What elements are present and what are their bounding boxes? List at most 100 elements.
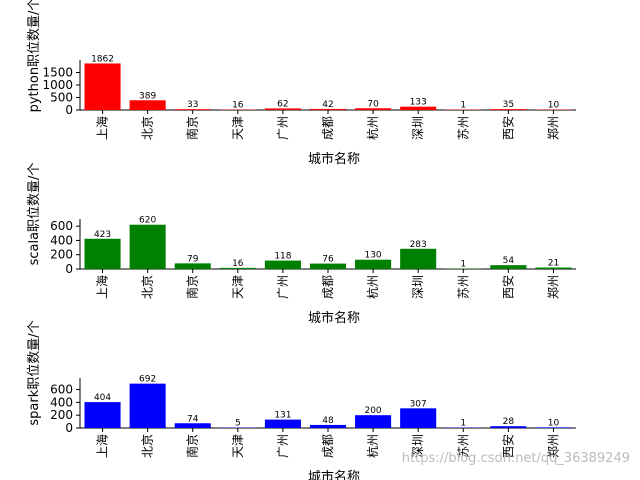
data-label: 620 [139, 216, 156, 226]
y-tick-label: 200 [50, 248, 73, 262]
x-tick-label: 天津 [231, 275, 245, 299]
data-label: 131 [274, 411, 291, 421]
bar-spark [84, 402, 121, 428]
data-label: 54 [503, 256, 515, 266]
x-tick-label: 北京 [141, 116, 155, 140]
y-tick-label: 1000 [42, 78, 73, 92]
x-tick-label: 西安 [500, 116, 515, 140]
y-axis-title: python职位数量/个 [27, 0, 42, 112]
y-tick-label: 1500 [42, 66, 73, 80]
data-label: 200 [364, 406, 381, 416]
x-tick-label: 杭州 [365, 275, 380, 299]
x-tick-label: 苏州 [456, 434, 470, 458]
data-label: 1 [460, 260, 466, 270]
data-label: 28 [503, 417, 515, 427]
x-tick-label: 苏州 [456, 116, 470, 140]
data-label: 118 [274, 252, 291, 262]
x-tick-label: 成都 [321, 275, 335, 299]
bar-python [84, 63, 121, 110]
y-tick-label: 200 [50, 408, 73, 422]
data-label: 692 [139, 375, 156, 385]
x-tick-label: 天津 [231, 116, 245, 140]
x-tick-label: 上海 [95, 116, 110, 140]
data-label: 389 [139, 91, 156, 101]
data-label: 74 [187, 414, 199, 424]
bar-scala [219, 267, 256, 269]
x-tick-label: 北京 [141, 275, 155, 299]
x-tick-label: 深圳 [411, 116, 425, 140]
data-label: 42 [322, 100, 333, 110]
data-label: 10 [548, 101, 560, 111]
y-axis-title: scala职位数量/个 [27, 163, 42, 266]
data-label: 1862 [91, 54, 114, 64]
bar-scala [490, 265, 527, 269]
x-tick-label: 西安 [500, 434, 515, 458]
x-tick-label: 西安 [500, 275, 515, 299]
bar-spark [309, 424, 347, 428]
data-label: 76 [322, 255, 334, 265]
bar-spark [264, 419, 301, 428]
data-label: 79 [187, 254, 199, 264]
x-tick-label: 南京 [185, 275, 200, 299]
x-tick-label: 郑州 [545, 434, 560, 458]
data-label: 283 [410, 240, 427, 250]
x-tick-label: 南京 [185, 434, 200, 458]
data-label: 16 [232, 259, 244, 269]
y-tick-label: 0 [65, 262, 73, 276]
bar-spark [355, 415, 392, 428]
bar-spark [174, 423, 211, 428]
data-label: 48 [322, 416, 334, 426]
y-tick-label: 0 [65, 421, 73, 435]
x-tick-label: 郑州 [545, 275, 560, 299]
data-label: 130 [364, 251, 381, 261]
data-label: 133 [410, 98, 427, 108]
data-label: 35 [503, 100, 514, 110]
watermark-text: https://blog.csdn.net/qq_36389249 [401, 451, 630, 466]
y-tick-label: 600 [50, 383, 73, 397]
data-label: 62 [277, 99, 288, 109]
data-label: 1 [460, 101, 466, 111]
bar-python [129, 100, 166, 110]
bar-scala [129, 224, 166, 269]
x-tick-label: 郑州 [545, 116, 560, 140]
bar-spark [129, 383, 166, 428]
data-label: 423 [94, 230, 111, 240]
bar-scala [174, 263, 211, 269]
data-label: 404 [94, 393, 111, 403]
bar-python [309, 108, 347, 110]
x-tick-label: 天津 [231, 434, 245, 458]
bar-scala [355, 259, 392, 269]
data-label: 1 [460, 419, 466, 429]
bar-scala [84, 238, 121, 269]
data-label: 70 [367, 99, 379, 109]
x-tick-label: 上海 [95, 275, 110, 299]
data-label: 5 [235, 419, 241, 429]
subplot-spark: 0200400600404上海692北京74南京5天津131广州48成都200杭… [27, 320, 576, 480]
x-tick-label: 广州 [276, 434, 290, 458]
bar-scala [535, 267, 572, 269]
data-label: 307 [410, 399, 427, 409]
y-tick-label: 0 [65, 103, 73, 117]
x-tick-label: 成都 [321, 116, 335, 140]
data-label: 16 [232, 101, 244, 111]
y-tick-label: 400 [50, 233, 73, 247]
x-tick-label: 杭州 [365, 434, 380, 458]
x-tick-label: 上海 [95, 434, 110, 458]
bar-python [490, 109, 527, 110]
y-axis-title: spark职位数量/个 [27, 320, 42, 425]
x-tick-label: 成都 [321, 434, 335, 458]
x-tick-label: 深圳 [411, 434, 425, 458]
bar-python [400, 106, 437, 110]
x-tick-label: 苏州 [456, 275, 470, 299]
bar-scala [309, 263, 347, 269]
x-axis-title: 城市名称 [308, 310, 360, 326]
bar-scala [400, 248, 437, 269]
y-tick-label: 600 [50, 219, 73, 233]
x-tick-label: 南京 [185, 116, 200, 140]
bar-python [174, 109, 211, 110]
y-tick-label: 400 [50, 395, 73, 409]
